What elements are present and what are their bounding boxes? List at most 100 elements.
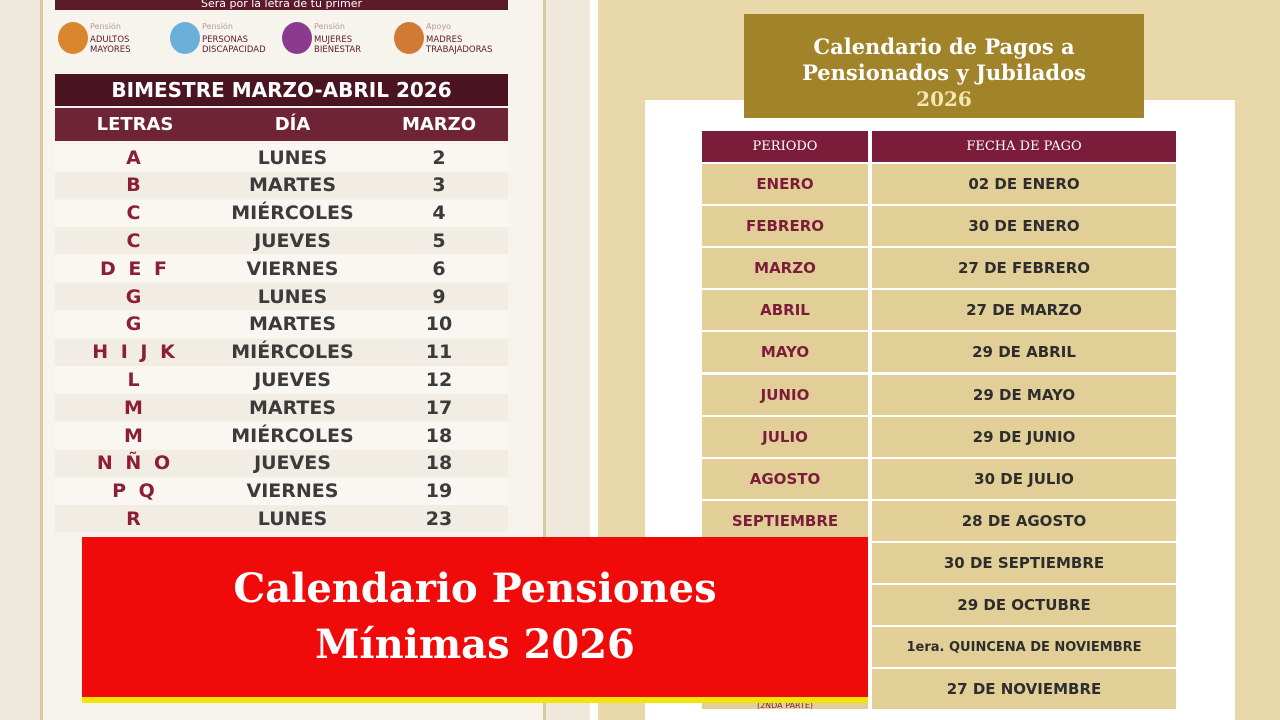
row-bg	[872, 290, 1176, 331]
table-cell: AGOSTO	[749, 469, 821, 488]
table-cell: MIÉRCOLES	[231, 424, 354, 447]
table-cell: MAYO	[760, 343, 810, 362]
table-cell: 12	[425, 368, 453, 391]
program-name: MADRES TRABAJADORAS	[426, 35, 493, 55]
program-kind: Pensión	[314, 21, 345, 31]
table-cell: 23	[425, 507, 453, 530]
program-kind: Pensión	[90, 21, 121, 31]
table-cell: MIÉRCOLES	[231, 341, 354, 364]
table-cell: G	[125, 313, 145, 336]
table-cell: B	[126, 174, 144, 197]
table-cell: 28 DE AGOSTO	[961, 511, 1087, 530]
table-cell: ENERO	[756, 175, 814, 193]
table-cell: M	[124, 396, 146, 419]
table-cell: LUNES	[257, 507, 328, 530]
table-cell: 9	[432, 285, 446, 308]
table-cell: 19	[425, 480, 453, 503]
table-cell: LUNES	[257, 146, 328, 169]
row-bg	[702, 458, 868, 499]
banner: Calendario Pensiones Mínimas 2026	[82, 537, 868, 703]
table-cell: G	[125, 285, 145, 308]
table-cell: ABRIL	[760, 301, 810, 320]
note: (2NDA PARTE)	[756, 700, 814, 710]
table-cell: H I J K	[92, 341, 178, 364]
table-cell: MARTES	[248, 174, 336, 197]
row-bg	[872, 542, 1176, 583]
table-cell: 29 DE OCTUBRE	[957, 596, 1091, 614]
row-bg	[55, 366, 508, 394]
row-bg	[872, 332, 1176, 373]
table-cell: 11	[425, 341, 453, 364]
row-bg	[872, 416, 1176, 457]
table-cell: 1era. QUINCENA DE NOVIEMBRE	[906, 639, 1142, 655]
row-bg	[55, 505, 508, 533]
row-bg	[872, 206, 1176, 247]
table-cell: SEPTIEMBRE	[731, 511, 839, 530]
table-cell: 27 DE NOVIEMBRE	[946, 680, 1102, 699]
table-cell: 02 DE ENERO	[968, 175, 1080, 193]
program-kind: Pensión	[202, 21, 233, 31]
program-kind: Apoyo	[426, 21, 452, 31]
program-icon	[170, 22, 200, 54]
table-cell: JUEVES	[254, 229, 331, 252]
row-bg	[55, 283, 508, 310]
table-cell: MARTES	[248, 313, 336, 336]
right-title: Calendario de Pagos a Pensionados y Jubi…	[802, 34, 1086, 85]
table-cell: 29 DE MAYO	[972, 385, 1076, 404]
table-cell: JUEVES	[254, 452, 331, 475]
right-year: 2026	[916, 87, 972, 111]
table-cell: MARTES	[248, 396, 336, 419]
row-bg	[702, 416, 868, 457]
table-cell: MARZO	[754, 259, 816, 278]
table-cell: 4	[432, 202, 446, 225]
table-cell: M	[124, 424, 146, 447]
row-bg	[55, 422, 508, 449]
table-cell: 30 DE JULIO	[974, 469, 1074, 488]
row-bg	[55, 338, 508, 366]
row-bg	[55, 144, 508, 171]
table-header: MARZO	[370, 108, 508, 141]
table-cell: 29 DE ABRIL	[972, 343, 1076, 362]
program-icon	[394, 22, 424, 54]
row-bg	[702, 248, 868, 289]
table-cell: MIÉRCOLES	[231, 202, 354, 225]
row-bg	[55, 394, 508, 422]
row-bg	[702, 164, 868, 204]
table-cell: JULIO	[762, 427, 808, 446]
row-bg	[872, 164, 1176, 204]
table-cell: 2	[432, 146, 446, 169]
table-cell: 30 DE ENERO	[968, 217, 1080, 236]
right-title-box: Calendario de Pagos a Pensionados y Jubi…	[744, 14, 1144, 118]
row-bg	[55, 310, 508, 338]
table-title: BIMESTRE MARZO-ABRIL 2026	[55, 74, 508, 106]
row-bg	[702, 206, 868, 247]
table-cell: 3	[432, 174, 446, 197]
row-bg	[55, 171, 508, 199]
table-cell: D E F	[100, 257, 170, 280]
table-cell: 17	[425, 396, 453, 419]
table-cell: 30 DE SEPTIEMBRE	[943, 553, 1105, 572]
table-cell: N Ñ O	[96, 452, 174, 475]
table-header: PERIODO	[702, 131, 868, 162]
table-cell: 10	[425, 313, 453, 336]
row-bg	[702, 374, 868, 415]
row-bg	[872, 585, 1176, 625]
program-icon	[58, 22, 88, 54]
row-bg	[55, 449, 508, 477]
table-cell: 27 DE MARZO	[966, 301, 1082, 320]
row-bg	[55, 255, 508, 283]
table-header: DÍA	[215, 108, 370, 141]
table-cell: P Q	[112, 480, 158, 503]
table-cell: FEBRERO	[745, 217, 825, 236]
top-text: Será por la letra de tu primer	[55, 0, 508, 10]
row-bg	[702, 500, 868, 541]
row-bg	[55, 227, 508, 255]
row-bg	[872, 627, 1176, 668]
row-bg	[872, 500, 1176, 541]
row-bg	[55, 477, 508, 505]
table-cell: 6	[432, 257, 446, 280]
banner-line: Mínimas 2026	[315, 621, 635, 668]
program-name: MUJERES BIENESTAR	[314, 35, 362, 55]
table-cell: C	[126, 229, 144, 252]
table-cell: JUEVES	[254, 368, 331, 391]
